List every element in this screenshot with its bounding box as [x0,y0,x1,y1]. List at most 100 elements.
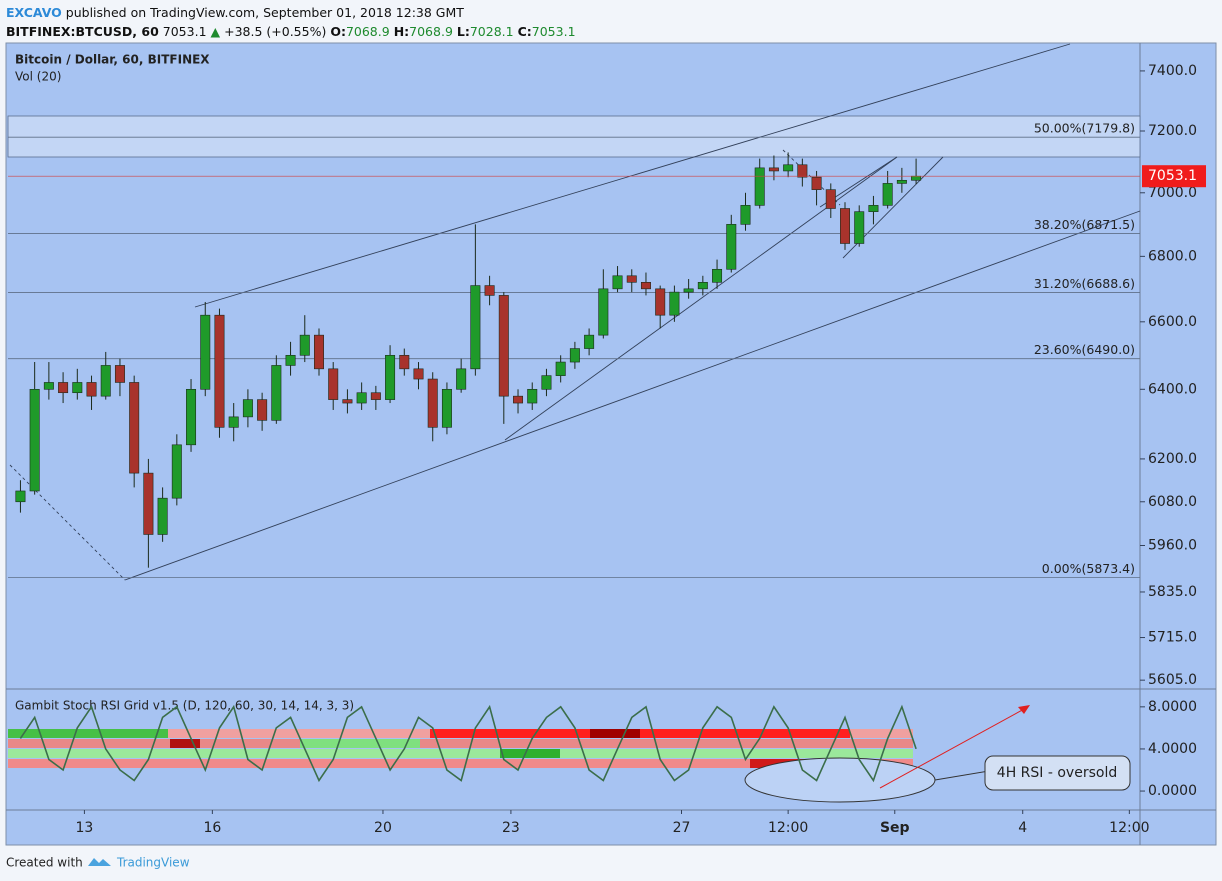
y-tick-label: 8.0000 [1148,699,1197,715]
heat-row [500,749,560,758]
candle-body [186,388,197,446]
candle-body [683,288,694,293]
zone [7,115,1141,158]
candle-body [740,205,751,225]
callout-box [984,755,1131,791]
candle-body [598,288,609,336]
x-tick-label: 23 [502,820,520,836]
candle-body [527,388,538,404]
o-label: O: [330,24,346,39]
chart-bg [5,42,1217,846]
candle-body [669,291,680,316]
candle-body [129,382,140,474]
highlight-ellipse [744,757,936,803]
candle-body [15,490,26,503]
y-tick-label: 6200.0 [1148,451,1197,467]
candle-body [697,282,708,290]
fib-label: 0.00%(5873.4) [1042,561,1135,576]
heat-row [8,729,168,738]
header: EXCAVO published on TradingView.com, Sep… [6,3,576,41]
candle-body [555,361,566,376]
candle-body [370,392,381,400]
last: 7053.1 [162,24,207,39]
candle-body [868,205,879,212]
candle-body [413,368,424,380]
x-tick-label: 27 [673,820,691,836]
c-label: C: [517,24,532,39]
y-tick-label: 5715.0 [1148,630,1197,646]
close: 7053.1 [531,24,576,39]
candle-body [328,368,339,400]
fib-label: 31.20%(6688.6) [1034,276,1135,291]
candle-body [399,354,410,370]
last-price-box [1142,165,1206,188]
y-tick-label: 7000.0 [1148,185,1197,201]
candle-body [86,382,97,397]
candle-body [242,399,253,418]
footer-brand[interactable]: TradingView [116,856,190,870]
fib-label: 50.00%(7179.8) [1034,121,1135,136]
candle-body [285,354,296,366]
x-tick-label: Sep [880,820,910,836]
candle-body [427,378,438,428]
heat-row [170,739,200,748]
heat-row [8,749,913,758]
x-tick-label: 12:00 [1109,820,1149,836]
candle-body [825,189,836,209]
candle-body [854,211,865,244]
last-price-label: 7053.1 [1148,168,1197,184]
candle-body [783,164,794,172]
candle-body [356,392,367,404]
y-tick-label: 6800.0 [1148,248,1197,264]
x-tick-label: 20 [374,820,392,836]
candle-body [626,275,637,283]
fib-label: 23.60%(6490.0) [1034,342,1135,357]
candle-body [712,268,723,283]
header-line-2: BITFINEX:BTCUSD, 60 7053.1 ▲ +38.5 (+0.5… [6,22,576,41]
high: 7068.9 [409,24,453,39]
x-tick-label: 13 [76,820,94,836]
candle-body [157,497,168,535]
change: +38.5 (+0.55%) [224,24,327,39]
candle-body [768,167,779,172]
y-tick-label: 6400.0 [1148,381,1197,397]
candle-body [470,285,481,370]
logo [88,858,111,866]
candle-body [257,399,268,421]
x-tick-label: 16 [203,820,221,836]
h-label: H: [393,24,410,39]
candle-body [143,472,154,535]
candle-body [640,282,651,290]
arrow: ▲ [210,24,221,39]
candle-body [754,167,765,206]
stoch-line [19,704,917,783]
y-tick-label: 6080.0 [1148,494,1197,510]
candle-body [896,179,907,184]
y-tick-label: 5960.0 [1148,537,1197,553]
pane-subtitle: Vol (20) [15,70,61,84]
fib-label: 38.20%(6871.5) [1034,217,1135,232]
candle-body [498,295,509,397]
candle-body [299,334,310,356]
candle-body [29,388,40,492]
header-line-1: EXCAVO published on TradingView.com, Sep… [6,3,576,22]
candle-body [72,382,83,394]
heat-row [300,739,420,748]
author[interactable]: EXCAVO [6,5,62,20]
candle-body [612,275,623,290]
candle-body [456,368,467,390]
low: 7028.1 [469,24,514,39]
candle-body [911,175,922,181]
candle-body [811,176,822,190]
annotation: 4H RSI - oversold [997,765,1117,781]
open: 7068.9 [345,24,390,39]
published: published on TradingView.com, September … [65,5,464,20]
trend-line [124,210,1141,581]
candle-body [840,208,850,244]
candle-body [569,348,580,363]
y-tick-label: 5835.0 [1148,584,1197,600]
candle-body [441,388,452,428]
symbol: BITFINEX:BTCUSD, 60 [6,24,159,39]
y-tick-label: 0.0000 [1148,783,1197,799]
